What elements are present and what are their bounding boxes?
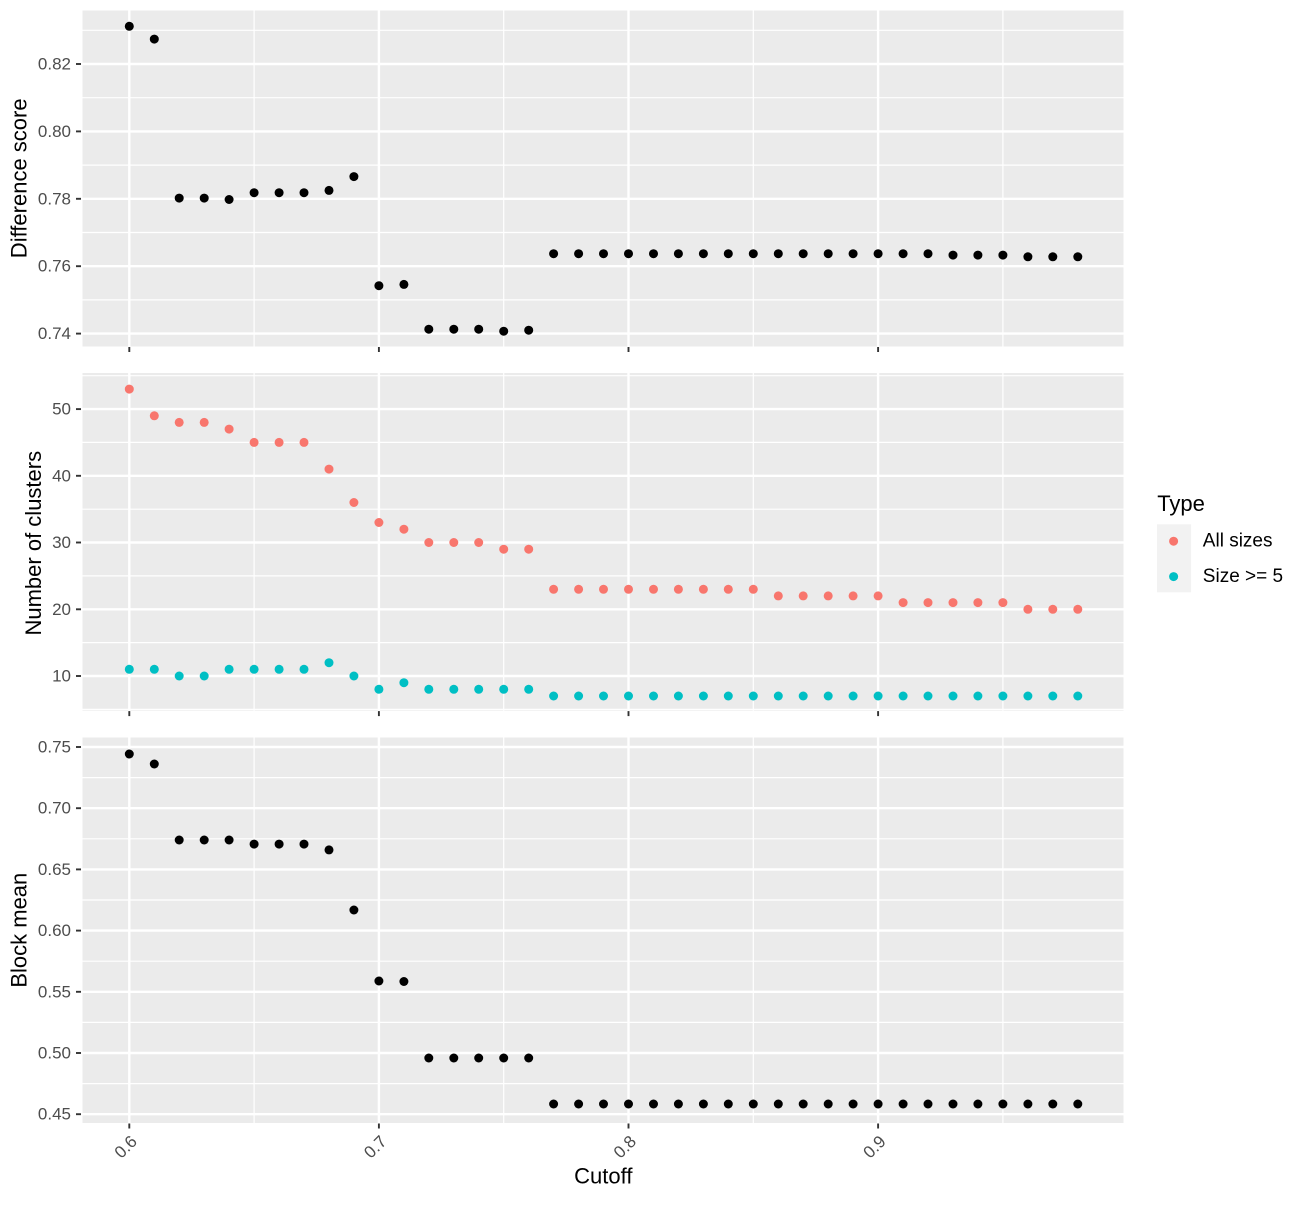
svg-text:0.45: 0.45: [38, 1105, 71, 1124]
svg-text:0.82: 0.82: [38, 55, 71, 74]
svg-text:0.55: 0.55: [38, 982, 71, 1001]
svg-text:All sizes: All sizes: [1203, 531, 1273, 552]
svg-text:50: 50: [52, 400, 71, 419]
svg-text:0.78: 0.78: [38, 189, 71, 208]
svg-text:20: 20: [52, 600, 71, 619]
svg-text:0.74: 0.74: [38, 324, 71, 343]
svg-text:0.75: 0.75: [38, 738, 71, 757]
svg-text:40: 40: [52, 466, 71, 485]
svg-text:0.76: 0.76: [38, 257, 71, 276]
svg-text:Type: Type: [1157, 491, 1205, 516]
svg-text:10: 10: [52, 667, 71, 686]
svg-text:0.65: 0.65: [38, 860, 71, 879]
svg-text:0.80: 0.80: [38, 122, 71, 141]
svg-text:0.70: 0.70: [38, 799, 71, 818]
svg-text:0.60: 0.60: [38, 921, 71, 940]
svg-text:Number of clusters: Number of clusters: [21, 451, 46, 636]
svg-text:0.50: 0.50: [38, 1044, 71, 1063]
svg-text:Size >= 5: Size >= 5: [1203, 566, 1283, 587]
svg-text:Difference score: Difference score: [7, 98, 32, 258]
svg-text:30: 30: [52, 533, 71, 552]
svg-text:Block mean: Block mean: [7, 873, 32, 988]
svg-text:Cutoff: Cutoff: [574, 1164, 633, 1189]
